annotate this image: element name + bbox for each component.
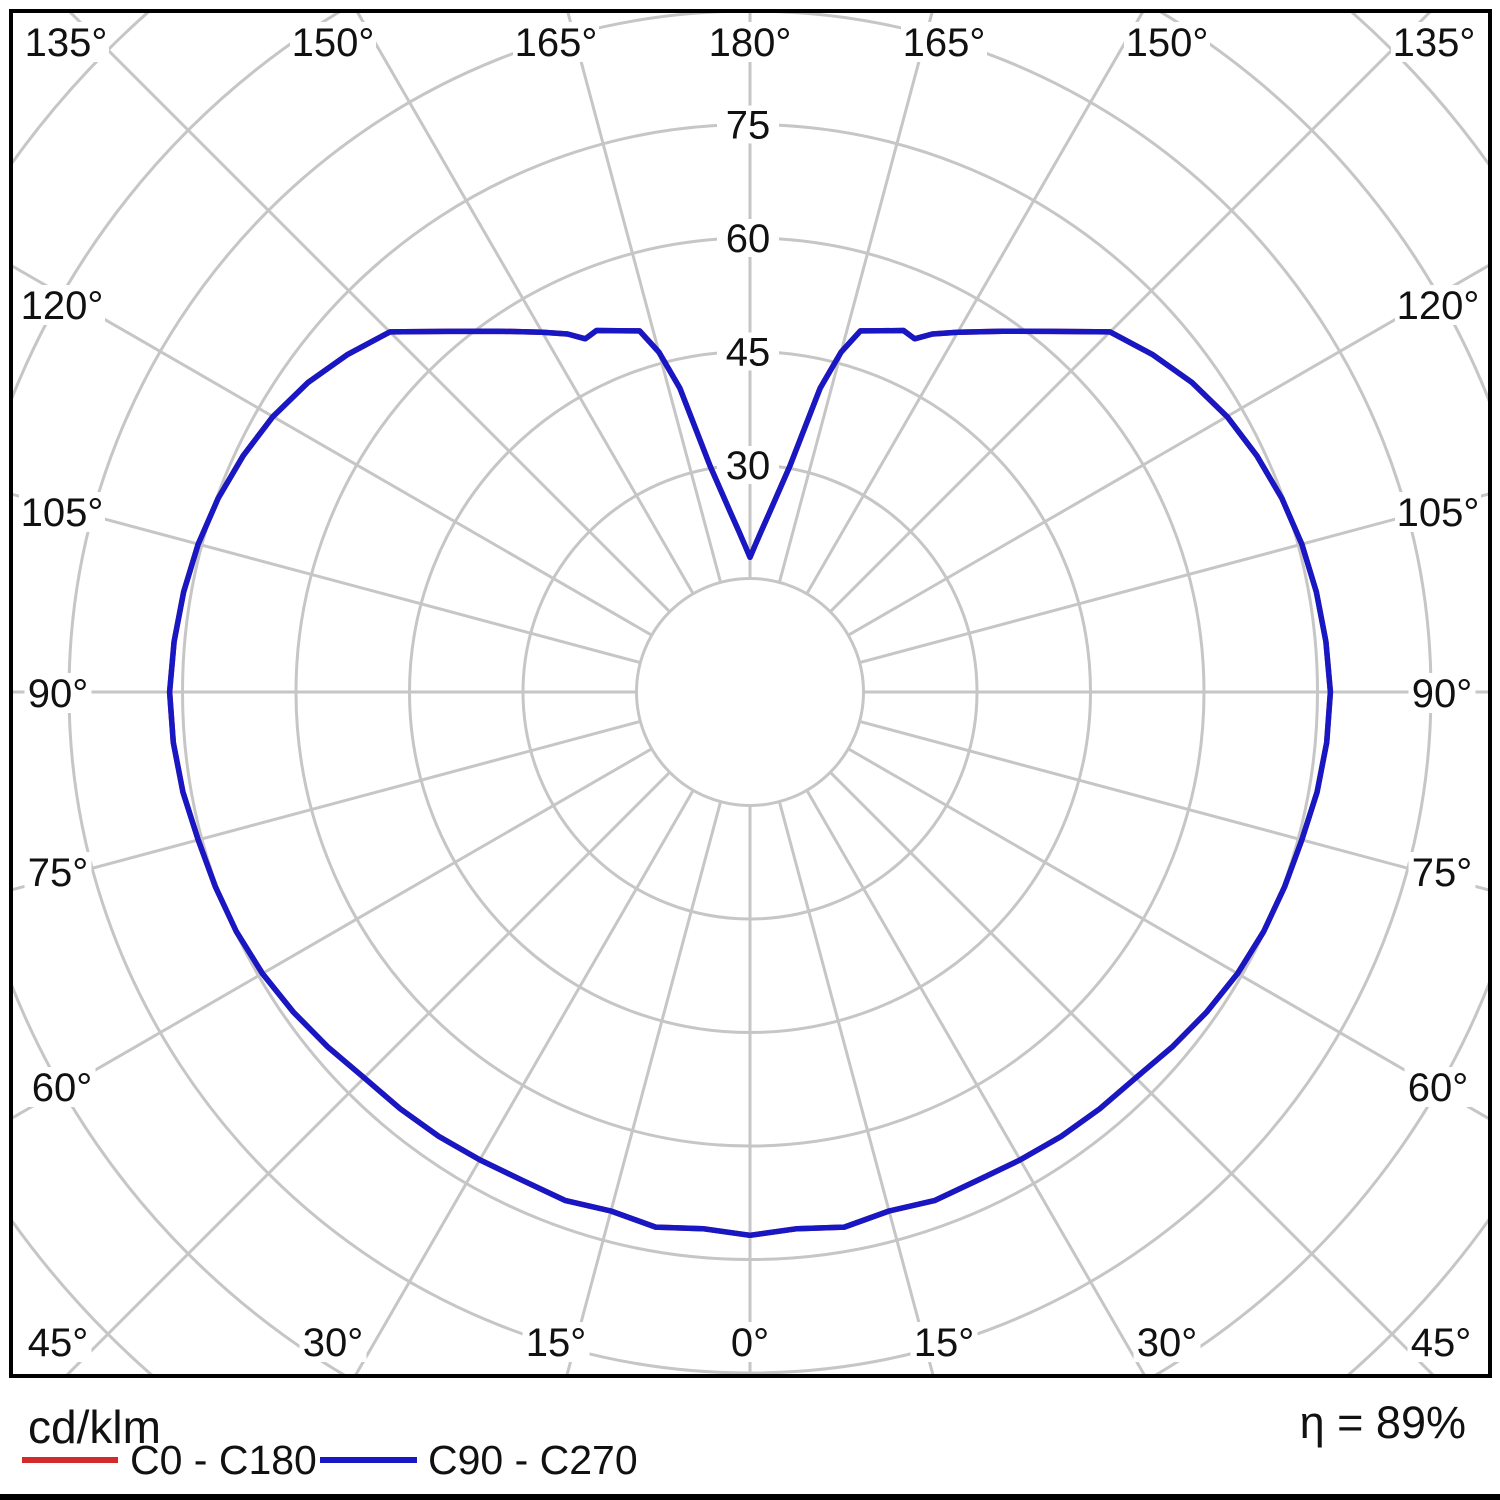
angle-label: 165°: [515, 21, 598, 65]
angle-label: 60°: [1408, 1066, 1469, 1110]
efficiency-label: η = 89%: [1300, 1397, 1466, 1448]
angle-label-mask: [1408, 852, 1476, 892]
angle-label-mask: [299, 1322, 367, 1362]
angle-label: 135°: [25, 21, 108, 65]
angle-label-mask: [707, 22, 793, 62]
angle-label: 60°: [32, 1066, 93, 1110]
angle-label-mask: [522, 1322, 590, 1362]
angle-label: 165°: [903, 21, 986, 65]
bottom-rule: [0, 1494, 1500, 1500]
angle-label-mask: [19, 285, 105, 325]
angle-label: 75°: [1412, 851, 1473, 895]
angle-label-mask: [290, 22, 376, 62]
angle-label-mask: [513, 22, 599, 62]
angle-label: 15°: [526, 1321, 587, 1365]
angle-label-mask: [901, 22, 987, 62]
angle-label: 90°: [28, 672, 89, 716]
angle-label: 105°: [21, 491, 104, 535]
angle-label: 135°: [1393, 21, 1476, 65]
radius-label-mask: [717, 445, 779, 484]
legend: C0 - C180 C90 - C270: [22, 1437, 638, 1483]
radius-label-mask: [717, 218, 779, 257]
angle-label-mask: [19, 492, 105, 532]
angle-label-mask: [726, 1322, 774, 1362]
angle-label-mask: [23, 22, 109, 62]
angle-labels: 135° 150° 165° 180° 165° 150° 135° 120° 105° 90° 7…: [19, 21, 1481, 1365]
radius-label: 45: [726, 330, 771, 374]
legend-label-c0-c180: C0 - C180: [130, 1437, 317, 1483]
angle-label: 15°: [914, 1321, 975, 1365]
angle-label-mask: [1408, 673, 1476, 713]
angle-label: 180°: [709, 21, 792, 65]
angle-label: 30°: [1137, 1321, 1198, 1365]
radius-label: 30: [726, 444, 771, 488]
angle-label-mask: [1404, 1067, 1472, 1107]
angle-label-mask: [24, 1322, 92, 1362]
angle-label: 90°: [1412, 672, 1473, 716]
angle-label: 45°: [1411, 1321, 1472, 1365]
angle-label-mask: [910, 1322, 978, 1362]
angle-label: 120°: [1397, 284, 1480, 328]
unit-label: cd/klm: [28, 1401, 161, 1453]
angle-label-mask: [24, 673, 92, 713]
angle-label-mask: [24, 852, 92, 892]
angle-label: 0°: [731, 1321, 769, 1365]
radius-label-mask: [717, 332, 779, 371]
angle-label-mask: [28, 1067, 96, 1107]
angle-label: 120°: [21, 284, 104, 328]
angle-label: 150°: [292, 21, 375, 65]
legend-label-c90-c270: C90 - C270: [428, 1437, 638, 1483]
angle-label: 45°: [28, 1321, 89, 1365]
angle-label: 105°: [1397, 491, 1480, 535]
radius-labels: 30 45 60 75: [717, 103, 779, 488]
angle-label-mask: [1395, 492, 1481, 532]
angle-label: 30°: [303, 1321, 364, 1365]
plot-frame: [9, 9, 1492, 1378]
angle-label-mask: [1391, 22, 1477, 62]
angle-label-mask: [1395, 285, 1481, 325]
angle-label-mask: [1124, 22, 1210, 62]
curve-c90-c270: [166, 327, 1334, 1239]
radius-label: 75: [726, 103, 771, 147]
radius-label: 60: [726, 217, 771, 261]
angle-label-mask: [1407, 1322, 1475, 1362]
angle-label: 150°: [1126, 21, 1209, 65]
radius-label-mask: [717, 105, 779, 144]
angle-label-mask: [1133, 1322, 1201, 1362]
angle-label: 75°: [28, 851, 89, 895]
